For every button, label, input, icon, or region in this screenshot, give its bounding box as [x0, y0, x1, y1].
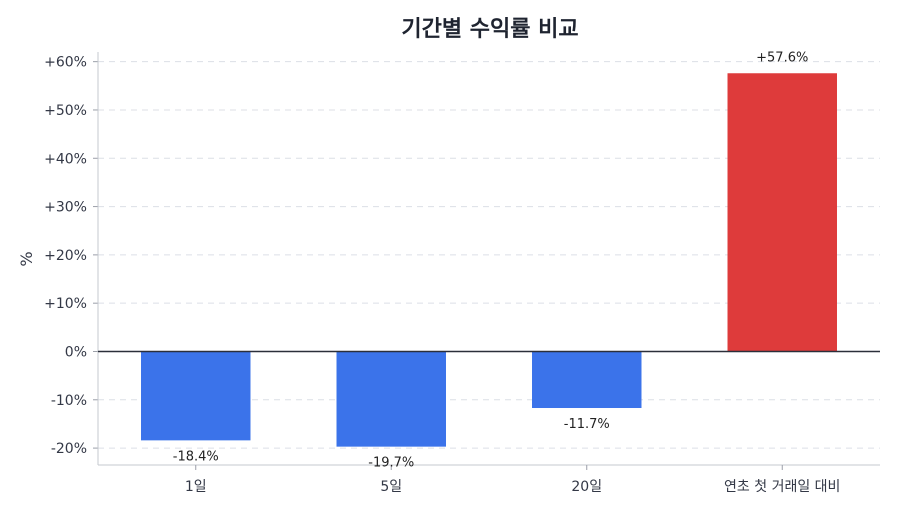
bar [336, 351, 446, 447]
data-label: +57.6% [756, 50, 808, 65]
x-tick-label: 20일 [571, 479, 602, 495]
y-tick-label: +50% [44, 103, 87, 119]
y-tick-label: +40% [44, 151, 87, 167]
data-label: -11.7% [564, 417, 610, 432]
axes: -20% -10% 0% +10% +20% +30% +40% +50% +60% 1일 5일 20… [44, 52, 880, 495]
data-label: -19.7% [368, 456, 414, 471]
bars [141, 73, 837, 447]
bar [727, 73, 837, 352]
y-axis-label: % [17, 251, 36, 266]
x-tick-label: 5일 [380, 479, 402, 495]
y-tick-label: +30% [44, 200, 87, 216]
bar [532, 351, 642, 409]
x-tick-label: 1일 [185, 479, 207, 495]
y-tick-label: +10% [44, 296, 87, 312]
y-tick-label: -10% [51, 393, 87, 409]
data-label: -18.4% [173, 449, 219, 464]
y-tick-label: -20% [51, 441, 87, 457]
y-tick-label: 0% [65, 344, 87, 360]
x-tick-label: 연초 첫 거래일 대비 [724, 479, 840, 495]
bar [141, 351, 251, 441]
data-labels: -18.4% -19.7% -11.7% +57.6% [173, 50, 809, 470]
chart-title: 기간별 수익률 비교 [401, 17, 578, 42]
y-tick-label: +20% [44, 248, 87, 264]
y-tick-label: +60% [44, 55, 87, 71]
